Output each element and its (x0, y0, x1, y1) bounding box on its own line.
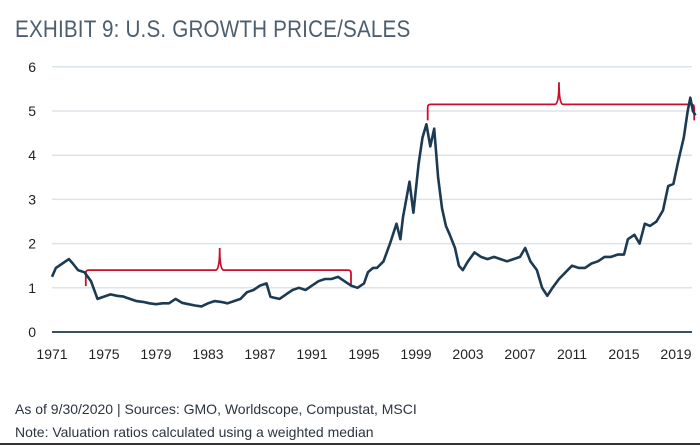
chart-title: EXHIBIT 9: U.S. GROWTH PRICE/SALES (15, 16, 411, 43)
y-tick-label: 1 (28, 280, 36, 296)
x-tick-label: 2003 (452, 346, 483, 362)
y-axis-ticks: 0 1 2 3 4 5 6 (28, 59, 36, 340)
price-sales-chart: 0 1 2 3 4 5 6 1971 1975 1979 1983 1987 1991 1995 1999… (28, 59, 697, 362)
x-tick-label: 1991 (296, 346, 327, 362)
x-tick-label: 1971 (36, 346, 67, 362)
x-tick-label: 2019 (660, 346, 691, 362)
x-tick-label: 1995 (348, 346, 379, 362)
x-tick-label: 2011 (557, 346, 587, 362)
y-tick-label: 5 (28, 103, 36, 119)
y-tick-label: 4 (28, 147, 36, 163)
x-axis-ticks: 1971 1975 1979 1983 1987 1991 1995 1999 2003 2007… (36, 346, 691, 362)
bracket-annotation (426, 82, 696, 121)
x-tick-label: 1999 (400, 346, 431, 362)
series-line (50, 96, 697, 308)
y-tick-label: 3 (28, 191, 36, 207)
x-tick-label: 1987 (244, 346, 275, 362)
y-tick-label: 6 (28, 59, 36, 75)
bracket-annotation (84, 248, 352, 287)
x-tick-label: 2007 (504, 346, 535, 362)
x-tick-label: 1975 (88, 346, 119, 362)
x-tick-label: 2015 (608, 346, 639, 362)
y-tick-label: 2 (28, 236, 36, 252)
footer-sources: As of 9/30/2020 | Sources: GMO, Worldsco… (15, 401, 417, 417)
footer-note: Note: Valuation ratios calculated using … (15, 424, 374, 440)
x-tick-label: 1979 (140, 346, 171, 362)
bottom-rule (0, 443, 700, 445)
gridlines (52, 66, 692, 333)
x-tick-label: 1983 (192, 346, 223, 362)
bracket-annotations (84, 82, 696, 287)
y-tick-label: 0 (28, 324, 36, 340)
